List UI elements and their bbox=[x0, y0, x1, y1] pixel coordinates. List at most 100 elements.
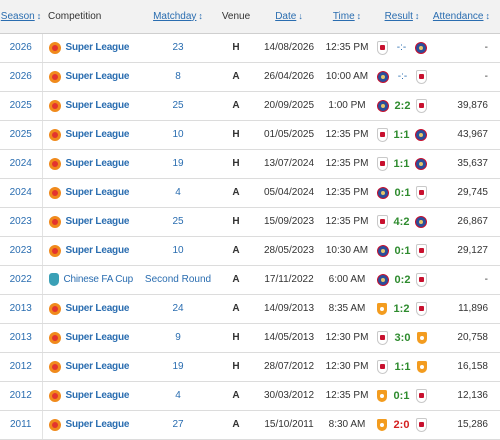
away-team-crest-icon[interactable] bbox=[416, 417, 427, 432]
competition-cell[interactable]: Super League bbox=[42, 120, 140, 150]
matchday-cell[interactable]: 9 bbox=[140, 323, 216, 353]
matchday-cell[interactable]: 25 bbox=[140, 207, 216, 237]
score-link[interactable]: -:- bbox=[396, 42, 407, 53]
competition-cell[interactable]: Super League bbox=[42, 91, 140, 121]
away-team-crest-icon[interactable] bbox=[415, 69, 427, 84]
season-cell[interactable]: 2023 bbox=[0, 236, 43, 266]
competition-link[interactable]: Super League bbox=[65, 303, 130, 314]
season-link[interactable]: 2013 bbox=[9, 332, 32, 343]
score-link[interactable]: 3:0 bbox=[394, 331, 411, 344]
result-cell[interactable]: 0:1 bbox=[372, 236, 432, 266]
home-team-crest-icon[interactable] bbox=[377, 99, 389, 112]
table-row[interactable]: 2024 Super League 19 H 13/07/2024 12:35 PM 1:1… bbox=[0, 149, 500, 179]
season-link[interactable]: 2026 bbox=[9, 42, 32, 53]
matchday-cell[interactable]: 27 bbox=[140, 410, 216, 440]
season-column-header[interactable]: Season ↕ bbox=[0, 0, 42, 34]
score-link[interactable]: -:- bbox=[397, 71, 408, 82]
home-team-crest-icon[interactable] bbox=[377, 273, 389, 286]
away-team-crest-icon[interactable] bbox=[416, 185, 427, 200]
table-row[interactable]: 2026 Super League 8 A 26/04/2026 10:00 AM -:- - bbox=[0, 62, 500, 92]
season-cell[interactable]: 2026 bbox=[0, 33, 43, 63]
date-column-header[interactable]: Date ↓ bbox=[256, 0, 322, 34]
competition-link[interactable]: Super League bbox=[65, 100, 130, 111]
score-link[interactable]: 1:1 bbox=[393, 157, 410, 170]
matchday-cell[interactable]: 25 bbox=[140, 91, 216, 121]
competition-cell[interactable]: Super League bbox=[42, 352, 140, 382]
competition-cell[interactable]: Chinese FA Cup bbox=[42, 265, 140, 295]
season-cell[interactable]: 2023 bbox=[0, 207, 43, 237]
competition-cell[interactable]: Super League bbox=[42, 149, 140, 179]
home-team-crest-icon[interactable] bbox=[377, 156, 388, 171]
score-link[interactable]: 0:2 bbox=[394, 273, 411, 286]
score-link[interactable]: 2:0 bbox=[393, 418, 410, 431]
result-cell[interactable]: 4:2 bbox=[372, 207, 432, 237]
away-team-crest-icon[interactable] bbox=[415, 157, 427, 170]
home-team-crest-icon[interactable] bbox=[377, 389, 387, 402]
competition-cell[interactable]: Super League bbox=[42, 178, 140, 208]
score-link[interactable]: 1:1 bbox=[393, 128, 410, 141]
score-link[interactable]: 4:2 bbox=[393, 215, 410, 228]
season-link[interactable]: 2013 bbox=[9, 303, 32, 314]
home-team-crest-icon[interactable] bbox=[377, 330, 388, 345]
matchday-cell[interactable]: 4 bbox=[140, 178, 216, 208]
season-link[interactable]: 2025 bbox=[9, 100, 32, 111]
competition-link[interactable]: Super League bbox=[65, 419, 130, 430]
competition-link[interactable]: Super League bbox=[65, 332, 130, 343]
season-link[interactable]: 2025 bbox=[9, 129, 32, 140]
home-team-crest-icon[interactable] bbox=[377, 127, 388, 142]
season-cell[interactable]: 2013 bbox=[0, 294, 43, 324]
table-row[interactable]: 2012 Super League 4 A 30/03/2012 12:35 PM 0:1 1… bbox=[0, 381, 500, 411]
matchday-cell[interactable]: 19 bbox=[140, 352, 216, 382]
away-team-crest-icon[interactable] bbox=[416, 243, 427, 258]
competition-cell[interactable]: Super League bbox=[42, 236, 140, 266]
time-column-header[interactable]: Time ↕ bbox=[322, 0, 372, 34]
attendance-column-header[interactable]: Attendance ↕ bbox=[432, 0, 500, 34]
away-team-crest-icon[interactable] bbox=[414, 41, 427, 54]
matchday-cell[interactable]: 10 bbox=[140, 120, 216, 150]
result-cell[interactable]: -:- bbox=[372, 33, 432, 63]
away-team-crest-icon[interactable] bbox=[416, 98, 427, 113]
table-row[interactable]: 2024 Super League 4 A 05/04/2024 12:35 PM 0:1 2… bbox=[0, 178, 500, 208]
score-link[interactable]: 0:1 bbox=[393, 389, 410, 402]
table-row[interactable]: 2026 Super League 23 H 14/08/2026 12:35 PM -:-… bbox=[0, 33, 500, 63]
season-cell[interactable]: 2013 bbox=[0, 323, 43, 353]
away-team-crest-icon[interactable] bbox=[416, 301, 427, 316]
home-team-crest-icon[interactable] bbox=[377, 70, 389, 83]
competition-link[interactable]: Super League bbox=[65, 129, 130, 140]
season-cell[interactable]: 2012 bbox=[0, 381, 43, 411]
competition-link[interactable]: Super League bbox=[65, 158, 130, 169]
result-cell[interactable]: 1:1 bbox=[372, 120, 432, 150]
season-link[interactable]: 2011 bbox=[9, 419, 32, 430]
matchday-cell[interactable]: 4 bbox=[140, 381, 216, 411]
matchday-cell[interactable]: 8 bbox=[140, 62, 216, 92]
competition-link[interactable]: Super League bbox=[65, 71, 130, 82]
season-cell[interactable]: 2024 bbox=[0, 149, 43, 179]
result-cell[interactable]: 1:1 bbox=[372, 149, 432, 179]
season-cell[interactable]: 2025 bbox=[0, 120, 43, 150]
result-cell[interactable]: 1:1 bbox=[372, 352, 432, 382]
matchday-cell[interactable]: 19 bbox=[140, 149, 216, 179]
matchday-column-header[interactable]: Matchday ↕ bbox=[140, 0, 216, 34]
competition-link[interactable]: Super League bbox=[65, 390, 130, 401]
away-team-crest-icon[interactable] bbox=[416, 272, 427, 287]
competition-cell[interactable]: Super League bbox=[42, 207, 140, 237]
home-team-crest-icon[interactable] bbox=[377, 186, 389, 199]
table-row[interactable]: 2012 Super League 19 H 28/07/2012 12:30 PM 1:1… bbox=[0, 352, 500, 382]
score-link[interactable]: 0:1 bbox=[394, 186, 411, 199]
away-team-crest-icon[interactable] bbox=[415, 215, 427, 228]
matchday-cell[interactable]: 10 bbox=[140, 236, 216, 266]
result-cell[interactable]: 0:1 bbox=[372, 381, 432, 411]
table-row[interactable]: 2023 Super League 10 A 28/05/2023 10:30 AM 0:1… bbox=[0, 236, 500, 266]
competition-cell[interactable]: Super League bbox=[42, 410, 140, 440]
competition-link[interactable]: Super League bbox=[65, 187, 130, 198]
score-link[interactable]: 0:1 bbox=[394, 244, 411, 257]
table-row[interactable]: 2011 Super League 27 A 15/10/2011 8:30 AM 2:0 1… bbox=[0, 410, 500, 440]
competition-link[interactable]: Super League bbox=[65, 361, 130, 372]
score-link[interactable]: 2:2 bbox=[394, 99, 411, 112]
competition-cell[interactable]: Super League bbox=[42, 33, 140, 63]
home-team-crest-icon[interactable] bbox=[377, 214, 388, 229]
result-cell[interactable]: 2:0 bbox=[372, 410, 432, 440]
away-team-crest-icon[interactable] bbox=[416, 388, 427, 403]
result-cell[interactable]: -:- bbox=[372, 62, 432, 92]
score-link[interactable]: 1:2 bbox=[393, 302, 410, 315]
